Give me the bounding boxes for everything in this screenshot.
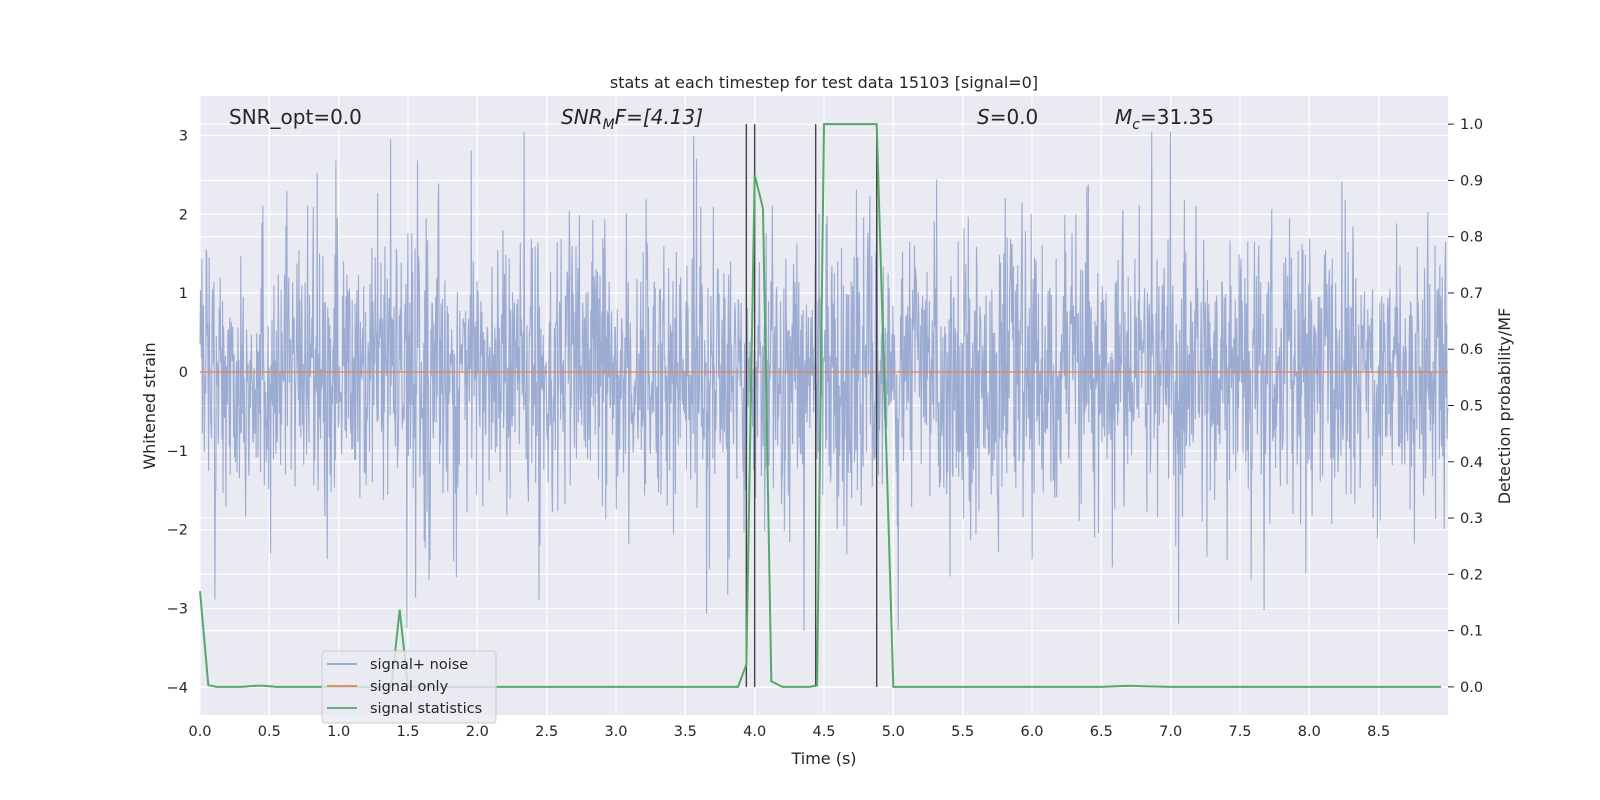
legend: signal+ noise signal only signal statist…: [321, 650, 497, 724]
x-tick-label: 0.5: [258, 724, 281, 740]
y-right-tick-label: 1.0: [1460, 117, 1483, 133]
y-right-tick-label: 0.4: [1460, 455, 1483, 471]
y-right-tick-label: 0.5: [1460, 399, 1483, 415]
annotation-snr-opt: SNR_opt=0.0: [229, 105, 362, 129]
y-left-tick-label: 3: [179, 128, 188, 144]
chart-title: stats at each timestep for test data 151…: [610, 73, 1038, 92]
y-left-tick-label: −2: [167, 523, 188, 539]
y-right-tick-label: 0.0: [1460, 680, 1483, 696]
y-right-tick-label: 0.3: [1460, 511, 1483, 527]
x-tick-label: 1.5: [396, 724, 419, 740]
y-left-tick-label: −4: [167, 680, 188, 696]
x-tick-label: 3.5: [674, 724, 697, 740]
y-right-tick-label: 0.2: [1460, 567, 1483, 583]
y-left-tick-label: 2: [179, 207, 188, 223]
y-right-tick-label: 0.7: [1460, 286, 1483, 302]
series-signal-noise: [199, 131, 1449, 631]
y-right-tick-label: 0.1: [1460, 624, 1483, 640]
x-tick-label: 1.0: [327, 724, 350, 740]
legend-label-noise: signal+ noise: [370, 657, 468, 673]
x-tick-label: 8.5: [1367, 724, 1390, 740]
y-left-axis-label: Whitened strain: [140, 342, 159, 469]
x-tick-label: 5.5: [951, 724, 974, 740]
x-tick-label: 7.0: [1159, 724, 1182, 740]
x-tick-label: 4.5: [812, 724, 835, 740]
statistics-line: [199, 123, 1442, 688]
x-tick-label: 5.0: [882, 724, 905, 740]
x-tick-label: 2.0: [466, 724, 489, 740]
x-tick-label: 4.0: [743, 724, 766, 740]
annotation-s: S=0.0: [977, 105, 1038, 129]
x-axis-label: Time (s): [790, 749, 856, 768]
x-tick-label: 0.0: [188, 724, 211, 740]
y-left-tick-label: 0: [179, 365, 188, 381]
series-signal-statistics: [199, 123, 1442, 688]
x-tick-label: 2.5: [535, 724, 558, 740]
y-left-tick-label: 1: [179, 286, 188, 302]
annotation-mc: Mc=31.35: [1115, 105, 1214, 133]
y-right-tick-label: 0.8: [1460, 230, 1483, 246]
y-left-tick-labels: 3 2 1 0 −1 −2 −3 −4: [167, 128, 188, 696]
y-right-tick-label: 0.6: [1460, 342, 1483, 358]
y-left-tick-label: −3: [167, 602, 188, 618]
legend-box: [321, 650, 497, 724]
x-tick-label: 6.5: [1090, 724, 1113, 740]
x-tick-label: 7.5: [1228, 724, 1251, 740]
legend-label-signal-only: signal only: [370, 679, 449, 695]
annotation-snr-mf: SNRMF=[4.13]: [561, 105, 703, 133]
x-tick-label: 3.0: [604, 724, 627, 740]
x-tick-labels: 0.0 0.5 1.0 1.5 2.0 2.5 3.0 3.5 4.0 4.5 5.0 5.5 6.0 6…: [188, 724, 1390, 740]
y-left-tick-label: −1: [167, 444, 188, 460]
legend-label-statistics: signal statistics: [370, 701, 482, 717]
y-right-tick-labels: 1.0 0.9 0.8 0.7 0.6 0.5 0.4 0.3 0.2 0.1 0.0: [1448, 117, 1483, 696]
noise-trace: [199, 131, 1449, 631]
y-right-axis-label: Detection probability/MF: [1495, 308, 1514, 505]
x-tick-label: 8.0: [1298, 724, 1321, 740]
x-tick-label: 6.0: [1020, 724, 1043, 740]
y-right-tick-label: 0.9: [1460, 173, 1483, 189]
